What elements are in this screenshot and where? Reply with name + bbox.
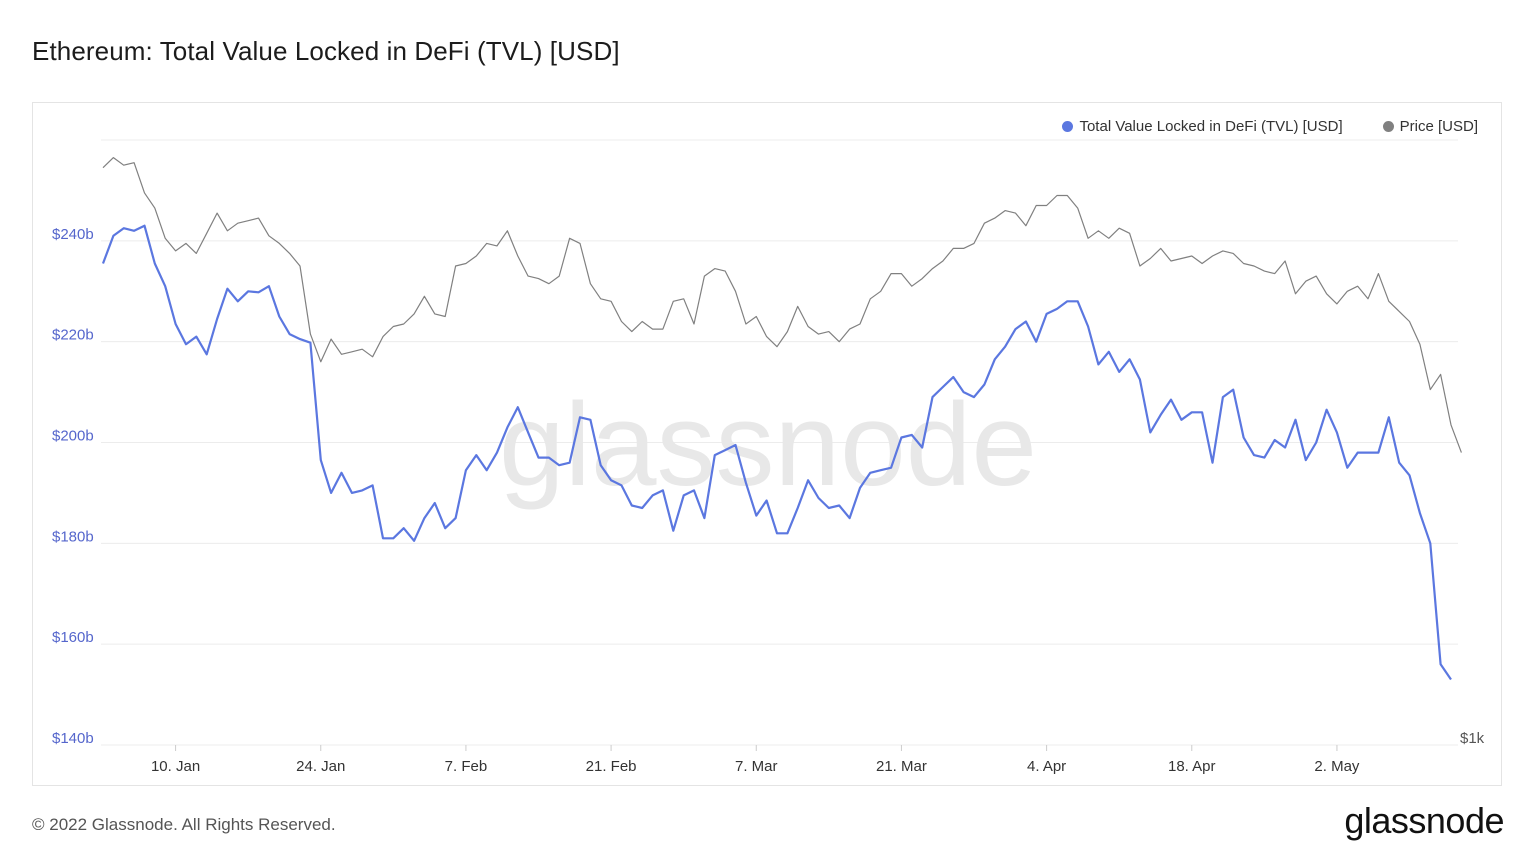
series-layer (101, 157, 1462, 681)
series-line-price (102, 157, 1462, 453)
x-tick-label: 7. Feb (445, 758, 488, 775)
legend-dot-tvl (1062, 121, 1074, 132)
legend-label-tvl: Total Value Locked in DeFi (TVL) [USD] (1079, 118, 1343, 135)
series-line-tvl (101, 224, 1452, 681)
chart-frame (32, 102, 1502, 786)
x-tick-label: 7. Mar (735, 758, 778, 775)
x-tick-label: 21. Feb (586, 758, 637, 775)
gridlines (101, 139, 1458, 746)
x-tick-label: 10. Jan (151, 758, 200, 775)
legend-label-price: Price [USD] (1399, 118, 1478, 135)
watermark: glassnode (499, 379, 1037, 511)
x-tick-label: 2. May (1314, 758, 1360, 775)
legend-item-price[interactable]: Price [USD] (1382, 118, 1478, 135)
brand-logo: glassnode (1344, 800, 1504, 841)
x-tick-label: 24. Jan (296, 758, 345, 775)
legend: Total Value Locked in DeFi (TVL) [USD] P… (1062, 118, 1478, 135)
legend-dot-price (1382, 121, 1394, 132)
y-tick-label: $140b (52, 730, 94, 747)
y2-axis-ticks: $1k (1460, 730, 1485, 747)
x-axis-ticks: 10. Jan 24. Jan 7. Feb 21. Feb 7. Mar 21. Mar… (151, 745, 1360, 775)
x-tick-label: 21. Mar (876, 758, 927, 775)
y-axis-ticks: $140b $160b $180b $200b $220b $240b (52, 226, 94, 747)
y2-tick-label: $1k (1460, 730, 1485, 747)
x-tick-label: 18. Apr (1168, 758, 1216, 775)
y-tick-label: $240b (52, 226, 94, 243)
x-tick-label: 4. Apr (1027, 758, 1066, 775)
copyright-footer: © 2022 Glassnode. All Rights Reserved. (32, 815, 336, 834)
y-tick-label: $220b (52, 327, 94, 344)
legend-item-tvl[interactable]: Total Value Locked in DeFi (TVL) [USD] (1062, 118, 1343, 135)
chart-title: Ethereum: Total Value Locked in DeFi (TV… (32, 36, 620, 66)
y-tick-label: $160b (52, 629, 94, 646)
y-tick-label: $200b (52, 428, 94, 445)
y-tick-label: $180b (52, 528, 94, 545)
